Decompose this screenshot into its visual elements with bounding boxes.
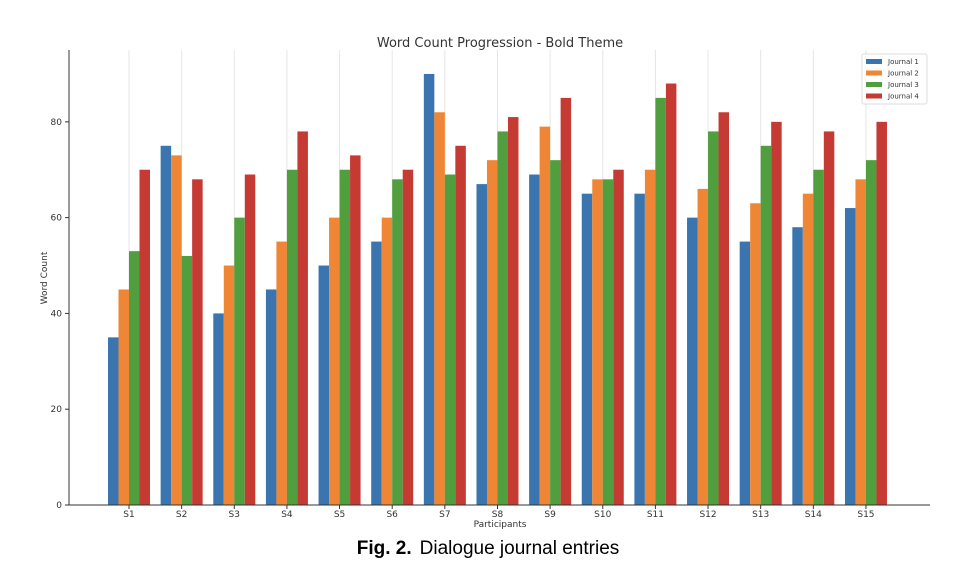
legend-swatch [866,70,882,76]
bar-journal-2-s2 [171,155,182,506]
x-tick-label: S3 [229,510,240,520]
bar-journal-2-s8 [486,160,498,505]
bar-journal-1-s4 [265,289,277,505]
legend-label: Journal 1 [887,58,919,66]
bar-journal-4-s12 [718,112,730,506]
caption-text: Dialogue journal entries [419,538,620,559]
bar-journal-4-s6 [402,169,414,505]
bar-journal-3-s10 [602,179,614,505]
bar-journal-2-s15 [855,179,866,505]
bar-journal-3-s5 [339,169,351,505]
bar-journal-1-s12 [687,217,698,505]
y-tick-label: 60 [51,214,63,224]
x-tick-label: S12 [699,510,716,520]
bar-journal-4-s1 [139,169,150,505]
bar-journal-4-s8 [507,117,519,505]
bar-journal-1-s6 [371,241,382,505]
bar-journal-1-s15 [844,208,856,506]
bar-journal-2-s12 [697,188,709,506]
bar-journal-3-s6 [392,179,403,505]
x-tick-label: S4 [281,510,293,520]
bar-journal-3-s4 [286,169,298,505]
bar-journal-1-s8 [476,184,487,505]
bar-journal-2-s3 [223,265,235,505]
legend-swatch [866,93,882,99]
bar-journal-3-s14 [813,169,824,505]
bar-chart: S1 S2 S3 S4 S5 S6 S7 S8 S9 S10 S11 S12 S13 S14 S15 0 20 4… [40,36,930,530]
x-tick-label: S1 [123,510,134,520]
legend: Journal 1 Journal 2 Journal 3 Journal 4 [861,53,928,105]
bar-journal-4-s3 [244,174,256,506]
bar-journal-4-s4 [297,131,308,505]
y-tick-label: 80 [51,118,63,128]
bar-journal-2-s11 [644,169,656,505]
bar-journal-4-s7 [455,145,466,505]
y-axis-label: Word Count [40,251,50,304]
bar-journal-4-s9 [560,97,572,505]
x-tick-label: S6 [386,510,398,520]
bar-journal-1-s7 [423,73,435,506]
bar-journal-3-s2 [181,255,193,505]
figure-caption: Fig. 2. Dialogue journal entries [0,538,976,560]
bar-journal-2-s6 [381,217,393,505]
y-tick-label: 0 [56,501,62,511]
x-tick-label: S15 [857,510,874,520]
legend-label: Journal 4 [887,93,919,101]
chart-title: Word Count Progression - Bold Theme [377,36,623,51]
bar-journal-2-s9 [539,126,551,505]
bar-journal-2-s13 [750,203,761,505]
x-tick-label: S11 [647,510,664,520]
bar-journal-2-s14 [802,193,814,505]
y-tick-label: 40 [51,309,63,319]
bar-journal-3-s7 [444,174,456,506]
legend-label: Journal 2 [887,70,919,78]
bar-journal-3-s15 [865,160,877,505]
bar-journal-3-s3 [234,217,245,505]
x-tick-label: S10 [594,510,611,520]
bar-journal-4-s5 [350,155,361,506]
bar-journal-4-s2 [192,179,203,505]
bar-journal-3-s12 [708,131,719,505]
x-tick-label: S9 [544,510,556,520]
x-tick-label: S13 [752,510,769,520]
bar-journal-1-s10 [581,193,593,505]
legend-swatch [866,82,882,87]
x-tick-label: S2 [176,510,187,520]
x-tick-label: S8 [492,510,504,520]
bar-journal-3-s1 [129,251,140,505]
caption-label: Fig. 2. [356,538,412,559]
bar-journal-2-s5 [329,217,340,505]
bar-journal-4-s10 [613,169,624,505]
bar-journal-2-s10 [592,179,603,505]
x-tick-label: S7 [439,510,450,520]
bar-journal-1-s14 [792,227,803,506]
legend-label: Journal 3 [887,81,919,89]
bar-journal-3-s9 [550,160,561,505]
x-tick-label: S5 [334,510,345,520]
bar-journal-1-s3 [213,313,224,505]
bar-journal-1-s2 [160,145,172,505]
bar-journal-1-s13 [739,241,751,505]
bar-journal-3-s13 [760,145,772,505]
bar-journal-1-s9 [529,174,540,506]
bar-journal-2-s1 [118,289,129,505]
bar-journal-4-s13 [771,121,782,505]
bar-journal-3-s11 [655,97,666,505]
bar-journal-3-s8 [497,131,508,505]
bar-journal-1-s11 [634,193,645,505]
bar-journal-4-s14 [823,131,835,505]
y-tick-label: 20 [51,405,63,415]
x-tick-label: S14 [805,510,822,520]
bar-journal-4-s15 [876,121,887,505]
bar-journal-1-s5 [318,265,330,505]
bar-journal-2-s4 [276,241,287,505]
bar-journal-2-s7 [434,112,445,506]
x-axis-label: Participants [474,520,527,530]
bar-journal-1-s1 [108,337,119,505]
bar-journal-4-s11 [665,83,677,506]
legend-swatch [866,59,882,64]
